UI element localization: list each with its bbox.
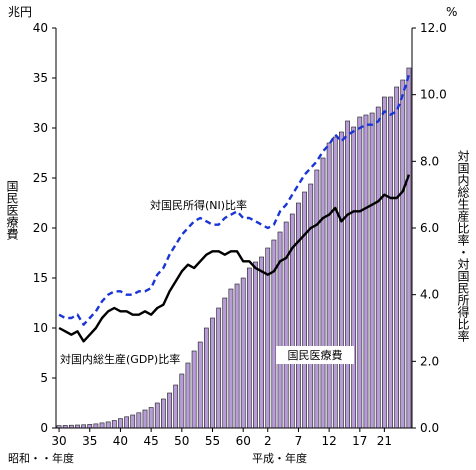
bar xyxy=(259,256,264,429)
bar xyxy=(253,261,258,429)
bar xyxy=(136,412,142,429)
left-tick-label: 5 xyxy=(40,371,48,385)
bar xyxy=(87,424,93,429)
right-tick-label: 8.0 xyxy=(420,154,439,168)
x-tick-label: 40 xyxy=(113,434,128,448)
bar xyxy=(394,86,400,429)
gdp-ratio-line xyxy=(58,174,411,343)
x-tick-label: 2 xyxy=(264,434,272,448)
x-tick-label: 7 xyxy=(295,434,303,448)
ni-ratio-label: 対国民所得(NI)比率 xyxy=(150,198,247,212)
left-tick-label: 0 xyxy=(40,421,48,435)
bar xyxy=(283,221,289,429)
bar xyxy=(197,341,203,429)
bar xyxy=(246,267,252,429)
bar xyxy=(105,421,111,429)
bar xyxy=(308,183,314,429)
bar xyxy=(222,297,228,429)
bar xyxy=(406,67,412,429)
right-axis-unit: % xyxy=(446,5,457,19)
bar xyxy=(148,407,154,429)
x-tick-label: 17 xyxy=(352,434,367,448)
bar xyxy=(228,288,234,429)
left-tick-label: 15 xyxy=(33,271,48,285)
x-tick-label: 30 xyxy=(51,434,66,448)
right-axis-title: 対国内総生産比率・対国民所得比率 xyxy=(456,150,470,342)
x-tick-label: 45 xyxy=(143,434,158,448)
x-tick-label: 12 xyxy=(321,434,336,448)
x-tick-label: 50 xyxy=(174,434,189,448)
medical-cost-label: 国民医療費 xyxy=(288,348,343,362)
bar xyxy=(240,277,246,429)
bar xyxy=(216,307,222,429)
bar xyxy=(161,398,166,429)
bar xyxy=(314,169,320,429)
bar xyxy=(173,384,179,429)
bar xyxy=(179,373,185,429)
bar xyxy=(369,112,375,429)
x-tick-label: 55 xyxy=(205,434,220,448)
bar xyxy=(381,96,387,429)
right-tick-label: 10.0 xyxy=(420,88,447,102)
bar xyxy=(167,392,172,429)
x-tick-label: 21 xyxy=(377,434,392,448)
heisei-era-label: 平成・年度 xyxy=(252,451,307,465)
right-tick-label: 6.0 xyxy=(420,221,439,235)
right-tick-label: 2.0 xyxy=(420,354,439,368)
left-tick-label: 10 xyxy=(33,321,48,335)
ni-ratio-line xyxy=(58,74,411,326)
right-tick-label: 4.0 xyxy=(420,288,439,302)
bar xyxy=(388,96,393,429)
bar xyxy=(191,350,197,429)
x-tick-label: 60 xyxy=(236,434,251,448)
left-tick-label: 20 xyxy=(33,221,48,235)
bar xyxy=(234,283,240,429)
bar xyxy=(124,416,129,429)
bar xyxy=(400,79,406,429)
bar xyxy=(93,423,99,429)
bar xyxy=(326,142,332,429)
bar xyxy=(142,409,148,429)
left-tick-label: 30 xyxy=(33,121,48,135)
gdp-ratio-label: 対国内総生産(GDP)比率 xyxy=(60,352,180,366)
bar xyxy=(345,120,350,429)
bar-series xyxy=(56,67,412,429)
left-tick-label: 25 xyxy=(33,171,48,185)
bar xyxy=(357,116,363,429)
bar xyxy=(375,106,381,429)
x-tick-label: 35 xyxy=(82,434,97,448)
bar xyxy=(351,126,357,429)
bar xyxy=(302,191,307,429)
medical-cost-label-box xyxy=(276,346,354,364)
bar xyxy=(210,317,215,429)
bar xyxy=(130,414,136,429)
bar xyxy=(339,131,344,429)
bar xyxy=(99,422,105,429)
bar xyxy=(332,136,338,429)
bar xyxy=(296,202,301,429)
bar xyxy=(185,362,191,429)
left-axis-title: 国民医療費 xyxy=(5,180,19,240)
showa-era-label: 昭和・・年度 xyxy=(8,451,74,465)
left-tick-label: 35 xyxy=(33,71,48,85)
right-tick-label: 12.0 xyxy=(420,21,447,35)
left-tick-label: 40 xyxy=(33,21,48,35)
bar xyxy=(203,327,209,429)
right-tick-label: 0.0 xyxy=(420,421,439,435)
bar xyxy=(111,420,117,429)
bar xyxy=(320,157,326,429)
bar xyxy=(154,402,160,429)
bar xyxy=(363,114,369,429)
left-axis-unit: 兆円 xyxy=(8,5,32,19)
bar xyxy=(118,418,123,429)
